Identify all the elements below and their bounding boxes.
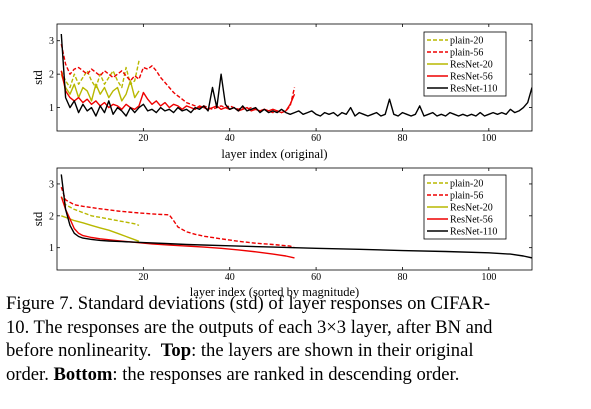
y-tick-label: 3 bbox=[49, 36, 54, 47]
x-tick-label: 60 bbox=[311, 272, 321, 283]
legend: plain-20plain-56ResNet-20ResNet-56ResNet… bbox=[423, 31, 507, 97]
y-tick-label: 3 bbox=[49, 179, 54, 190]
caption-line-1: Figure 7. Standard deviations (std) of l… bbox=[6, 293, 491, 314]
series-line-resnet-20 bbox=[60, 73, 140, 102]
caption-line-3-rest: : the layers are shown in their original bbox=[191, 340, 474, 362]
caption-line-4-rest: : the responses are ranked in descending… bbox=[112, 363, 460, 385]
legend-label: plain-56 bbox=[450, 191, 483, 202]
x-tick-label: 100 bbox=[481, 133, 496, 144]
caption-line-2: 10. The responses are the outputs of eac… bbox=[6, 316, 493, 338]
x-axis-label: layer index (sorted by magnitude) bbox=[190, 285, 359, 299]
y-tick-label: 1 bbox=[49, 243, 54, 254]
series-line-resnet-110 bbox=[60, 33, 532, 117]
y-tick-label: 1 bbox=[49, 103, 54, 114]
caption-line-4: order. bbox=[6, 363, 49, 385]
series-line-plain-56 bbox=[60, 186, 295, 249]
figure-caption: Figure 7. Standard deviations (std) of l… bbox=[6, 292, 578, 386]
x-tick-label: 40 bbox=[225, 133, 235, 144]
y-tick-label: 2 bbox=[49, 211, 54, 222]
x-tick-label: 80 bbox=[397, 272, 407, 283]
legend-label: ResNet-56 bbox=[450, 72, 493, 83]
x-tick-label: 20 bbox=[138, 272, 148, 283]
bottom-panel: 20 40 60 80 100 1 2 3 layer index (sorted by mag… bbox=[31, 167, 533, 299]
legend-label: ResNet-20 bbox=[450, 60, 493, 71]
legend-label: ResNet-110 bbox=[450, 84, 497, 95]
legend-label: plain-20 bbox=[450, 36, 483, 47]
series-line-resnet-20 bbox=[61, 215, 140, 242]
plot-frame bbox=[56, 167, 533, 271]
x-tick-label: 20 bbox=[138, 133, 148, 144]
legend-label: plain-20 bbox=[450, 179, 483, 190]
series-line-plain-20 bbox=[60, 60, 140, 89]
plot-frame bbox=[56, 23, 533, 132]
y-axis-label: std bbox=[31, 211, 45, 226]
legend: plain-20plain-56ResNet-20ResNet-56ResNet… bbox=[423, 174, 507, 240]
caption-top-label: Top bbox=[160, 340, 192, 362]
legend-label: ResNet-56 bbox=[450, 215, 493, 226]
x-axis-label: layer index (original) bbox=[221, 147, 327, 161]
legend-label: ResNet-110 bbox=[450, 227, 497, 238]
y-tick-label: 2 bbox=[49, 70, 54, 81]
x-tick-label: 40 bbox=[225, 272, 235, 283]
x-tick-label: 60 bbox=[311, 133, 321, 144]
caption-bottom-label: Bottom bbox=[53, 363, 113, 385]
x-tick-label: 80 bbox=[397, 133, 407, 144]
series-line-resnet-56 bbox=[60, 70, 296, 114]
legend-label: plain-56 bbox=[450, 48, 483, 59]
series-line-plain-20 bbox=[60, 196, 140, 227]
caption-line-3: before nonlinearity. bbox=[6, 340, 152, 362]
top-panel: 20 40 60 80 100 1 2 3 layer index (original) std p… bbox=[31, 23, 533, 161]
legend-label: ResNet-20 bbox=[450, 203, 493, 214]
x-tick-label: 100 bbox=[481, 272, 496, 283]
y-axis-label: std bbox=[31, 69, 45, 84]
series-line-resnet-110 bbox=[60, 174, 532, 259]
